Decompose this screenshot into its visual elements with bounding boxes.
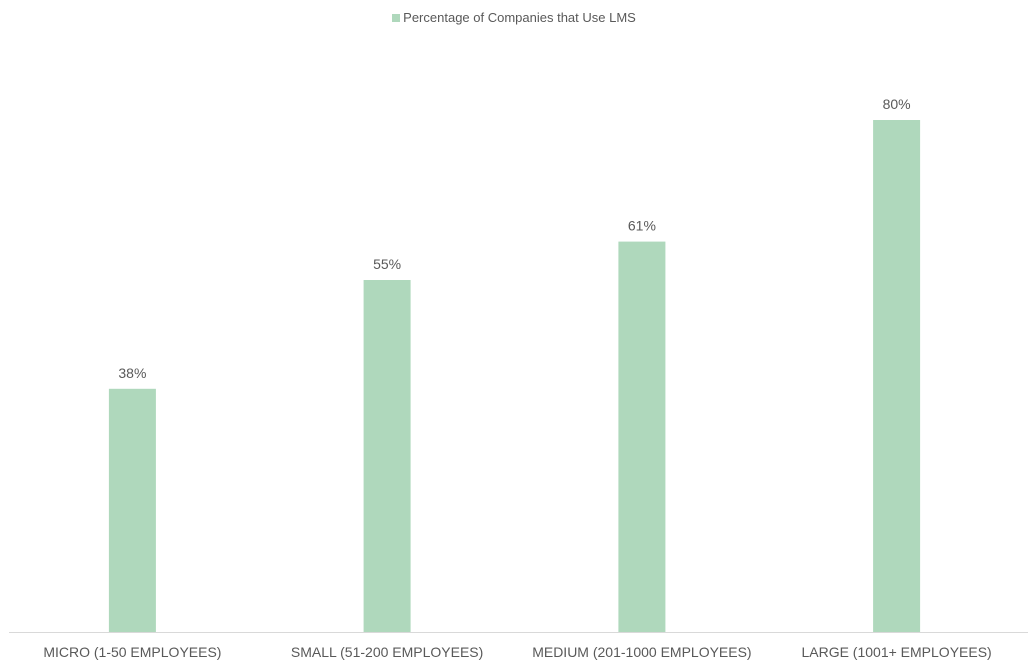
x-tick-label: MICRO (1-50 EMPLOYEES) [43,644,221,660]
legend-label: Percentage of Companies that Use LMS [403,10,636,25]
legend: Percentage of Companies that Use LMS [0,10,1028,25]
legend-swatch [392,14,401,22]
bar [618,241,666,632]
x-tick-label: SMALL (51-200 EMPLOYEES) [291,644,483,660]
x-tick-label: LARGE (1001+ EMPLOYEES) [801,644,991,660]
data-label: 55% [373,256,401,272]
data-label: 61% [628,218,656,234]
data-label: 38% [118,365,146,381]
bar [108,388,156,632]
bar [363,280,411,632]
bar [873,120,921,632]
data-label: 80% [883,96,911,112]
x-tick-label: MEDIUM (201-1000 EMPLOYEES) [532,644,751,660]
